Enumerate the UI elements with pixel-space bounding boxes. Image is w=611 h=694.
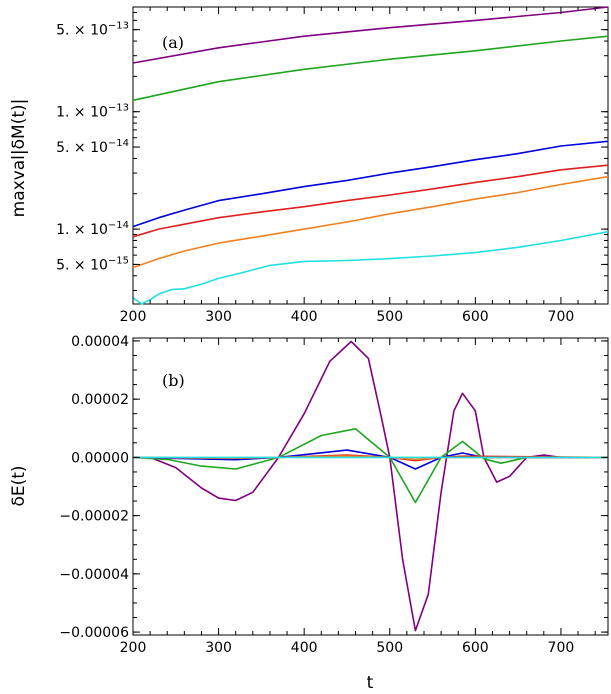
panel-a-series-line-1 [132, 35, 609, 102]
panel-b-x-tick-label: 600 [462, 640, 489, 656]
panel-a-series-line-3 [132, 164, 609, 238]
panel-a-x-tick-label: 500 [376, 309, 403, 325]
panel-a-y-tick-label: 5. × 10−14 [56, 138, 129, 156]
panel-b-plot: 200 300 400 500 600 700 0.00004 0.00002 0.00000… [9, 334, 609, 693]
panel-a-label: (a) [162, 33, 184, 52]
panel-a-y-tick-label: 5. × 10−15 [56, 255, 129, 273]
panel-b-x-tick-label: 500 [376, 640, 403, 656]
panel-a-series-line-2 [132, 140, 609, 228]
panel-b-y-tick-label: 0.00002 [71, 392, 129, 408]
panel-a-y-axis-title: maxval|δM(t)| [9, 99, 29, 218]
panel-b-y-tick-label: −0.00006 [59, 625, 129, 641]
panel-a-x-tick-label: 700 [548, 309, 575, 325]
panel-b-y-tick-label: 0.00000 [71, 450, 129, 466]
panel-b-series-group [132, 340, 609, 632]
panel-a-y-tick-label: 1. × 10−14 [56, 220, 129, 238]
panel-a-x-tick-label: 400 [291, 309, 318, 325]
panel-b-y-tick-label: −0.00002 [59, 509, 129, 525]
panel-b-y-ticks: 0.00004 0.00002 0.00000 −0.00002 −0.00004 −0.… [59, 334, 608, 641]
panel-a-y-tick-label: 1. × 10−13 [56, 103, 129, 121]
panel-a-frame [132, 6, 609, 305]
panel-a-x-tick-label: 300 [205, 309, 232, 325]
panel-a-plot: 200 300 400 500 600 700 5. × 10−131. × 10−135… [9, 6, 609, 325]
panel-b-y-axis-title: δE(t) [9, 465, 29, 506]
panel-b-label: (b) [162, 371, 185, 390]
panel-b-y-tick-label: 0.00004 [71, 334, 129, 350]
panel-a-series-line-5 [132, 230, 609, 305]
panel-a-y-ticks: 5. × 10−13 1. × 10−13 5. × 10−14 1. × 10−14… [56, 12, 608, 291]
panel-b-x-tick-label: 300 [205, 640, 232, 656]
panel-b-x-tick-label: 700 [548, 640, 575, 656]
panel-b-x-ticks: 200 300 400 500 600 700 [120, 338, 596, 656]
panel-a-x-tick-label: 200 [120, 309, 147, 325]
panel-a-x-tick-label: 600 [462, 309, 489, 325]
panel-a-y-tick-label: 5. × 10−13 [56, 21, 129, 39]
panel-b-series-line-1 [132, 427, 608, 504]
panel-b-x-tick-label: 400 [291, 640, 318, 656]
panel-b-frame [132, 337, 609, 636]
panel-a-x-ticks: 200 300 400 500 600 700 [120, 7, 596, 325]
panel-b-x-tick-label: 200 [120, 640, 147, 656]
panel-a-series-line-4 [132, 175, 609, 269]
panel-b-x-axis-title: t [367, 673, 374, 693]
panel-b-y-tick-label: −0.00004 [59, 567, 129, 583]
panel-a-series-line-0 [132, 6, 609, 64]
panel-b-series-line-0 [133, 340, 608, 632]
panel-a-series-group [132, 6, 609, 305]
